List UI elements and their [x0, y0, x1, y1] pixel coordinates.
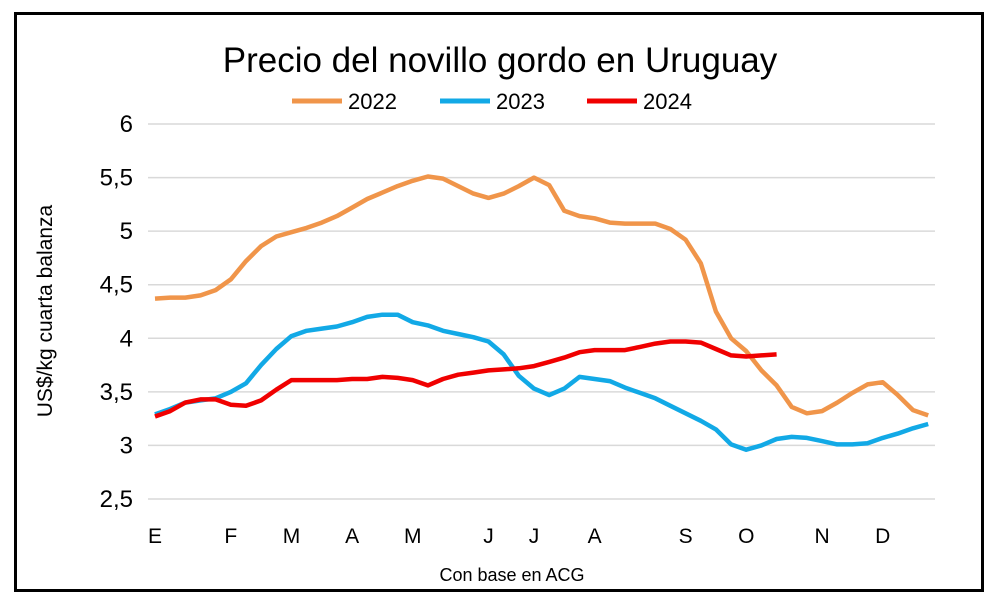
x-tick-label: O	[738, 525, 754, 548]
y-tick-label: 3,5	[100, 379, 133, 406]
series-line-2023	[154, 312, 929, 452]
x-tick-label: M	[283, 525, 301, 548]
series-line-2024	[154, 339, 777, 419]
series-lines	[154, 174, 929, 452]
chart-frame	[14, 12, 984, 592]
y-tick-label: 3	[120, 432, 133, 459]
y-axis-ticks: 2,5 3 3,5 4 4,5 5 5,5 6	[100, 111, 133, 513]
x-tick-label: F	[224, 525, 237, 548]
x-tick-label: J	[483, 525, 494, 548]
x-tick-label: A	[588, 525, 602, 548]
chart-title: Precio del novillo gordo en Uruguay	[223, 41, 778, 80]
x-tick-label: E	[148, 525, 162, 548]
y-axis-label: US$/kg cuarta balanza	[34, 204, 57, 417]
x-tick-label: J	[529, 525, 540, 548]
y-tick-label: 5,5	[100, 165, 133, 192]
x-tick-label: D	[875, 525, 890, 548]
x-tick-label: A	[345, 525, 359, 548]
legend-label-2024: 2024	[643, 89, 692, 114]
y-tick-label: 4,5	[100, 272, 133, 299]
y-tick-label: 5	[120, 218, 133, 245]
x-tick-label: N	[814, 525, 829, 548]
x-axis-label: Con base en ACG	[439, 565, 584, 585]
x-tick-label: S	[679, 525, 693, 548]
y-tick-label: 2,5	[100, 486, 133, 513]
legend: 2022 2023 2024	[292, 89, 692, 114]
series-line-2022	[154, 174, 929, 418]
legend-label-2023: 2023	[496, 89, 545, 114]
gridlines	[148, 123, 935, 500]
y-tick-label: 6	[120, 111, 133, 138]
y-tick-label: 4	[120, 325, 133, 352]
legend-label-2022: 2022	[348, 89, 397, 114]
x-tick-label: M	[404, 525, 422, 548]
